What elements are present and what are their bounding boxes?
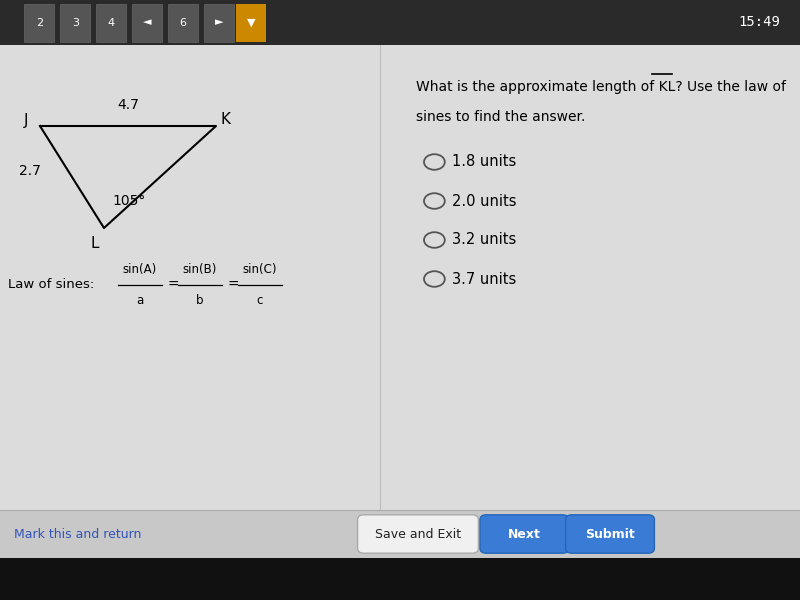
Text: 4: 4 xyxy=(108,17,114,28)
FancyBboxPatch shape xyxy=(96,4,126,42)
Text: Law of sines:: Law of sines: xyxy=(8,278,98,292)
FancyBboxPatch shape xyxy=(0,558,800,600)
Text: sin(B): sin(B) xyxy=(183,263,217,277)
FancyBboxPatch shape xyxy=(24,4,54,42)
Text: b: b xyxy=(196,293,204,307)
Text: Mark this and return: Mark this and return xyxy=(14,527,142,541)
Text: What is the approximate length of KL? Use the law of: What is the approximate length of KL? Us… xyxy=(416,80,786,94)
FancyBboxPatch shape xyxy=(0,45,800,510)
Text: =: = xyxy=(167,278,179,292)
FancyBboxPatch shape xyxy=(236,4,266,42)
FancyBboxPatch shape xyxy=(480,515,569,553)
Text: Next: Next xyxy=(508,527,541,541)
FancyBboxPatch shape xyxy=(204,4,234,42)
Text: sin(C): sin(C) xyxy=(242,263,278,277)
Text: 2: 2 xyxy=(36,17,42,28)
Text: c: c xyxy=(257,293,263,307)
FancyBboxPatch shape xyxy=(60,4,90,42)
Text: J: J xyxy=(24,113,29,127)
Text: 6: 6 xyxy=(180,17,186,28)
Text: Submit: Submit xyxy=(585,527,635,541)
Text: 4.7: 4.7 xyxy=(117,98,139,112)
Text: 105°: 105° xyxy=(113,194,146,208)
FancyBboxPatch shape xyxy=(566,515,654,553)
Text: 3: 3 xyxy=(72,17,78,28)
FancyBboxPatch shape xyxy=(168,4,198,42)
Text: Save and Exit: Save and Exit xyxy=(375,527,461,541)
FancyBboxPatch shape xyxy=(0,510,800,558)
Text: 2.0 units: 2.0 units xyxy=(452,193,517,208)
FancyBboxPatch shape xyxy=(132,4,162,42)
Text: sin(A): sin(A) xyxy=(123,263,157,277)
Text: L: L xyxy=(90,235,98,251)
Text: 1.8 units: 1.8 units xyxy=(452,154,516,169)
FancyBboxPatch shape xyxy=(358,515,478,553)
Text: 2.7: 2.7 xyxy=(19,164,42,178)
Text: =: = xyxy=(227,278,239,292)
Text: 3.2 units: 3.2 units xyxy=(452,232,516,247)
Text: 15:49: 15:49 xyxy=(738,16,780,29)
Text: ►: ► xyxy=(215,17,223,28)
Text: a: a xyxy=(136,293,144,307)
Text: ◄: ◄ xyxy=(143,17,151,28)
Text: K: K xyxy=(221,113,230,127)
FancyBboxPatch shape xyxy=(0,0,800,45)
Text: 3.7 units: 3.7 units xyxy=(452,271,516,286)
Text: ▼: ▼ xyxy=(247,17,255,28)
Text: sines to find the answer.: sines to find the answer. xyxy=(416,110,586,124)
